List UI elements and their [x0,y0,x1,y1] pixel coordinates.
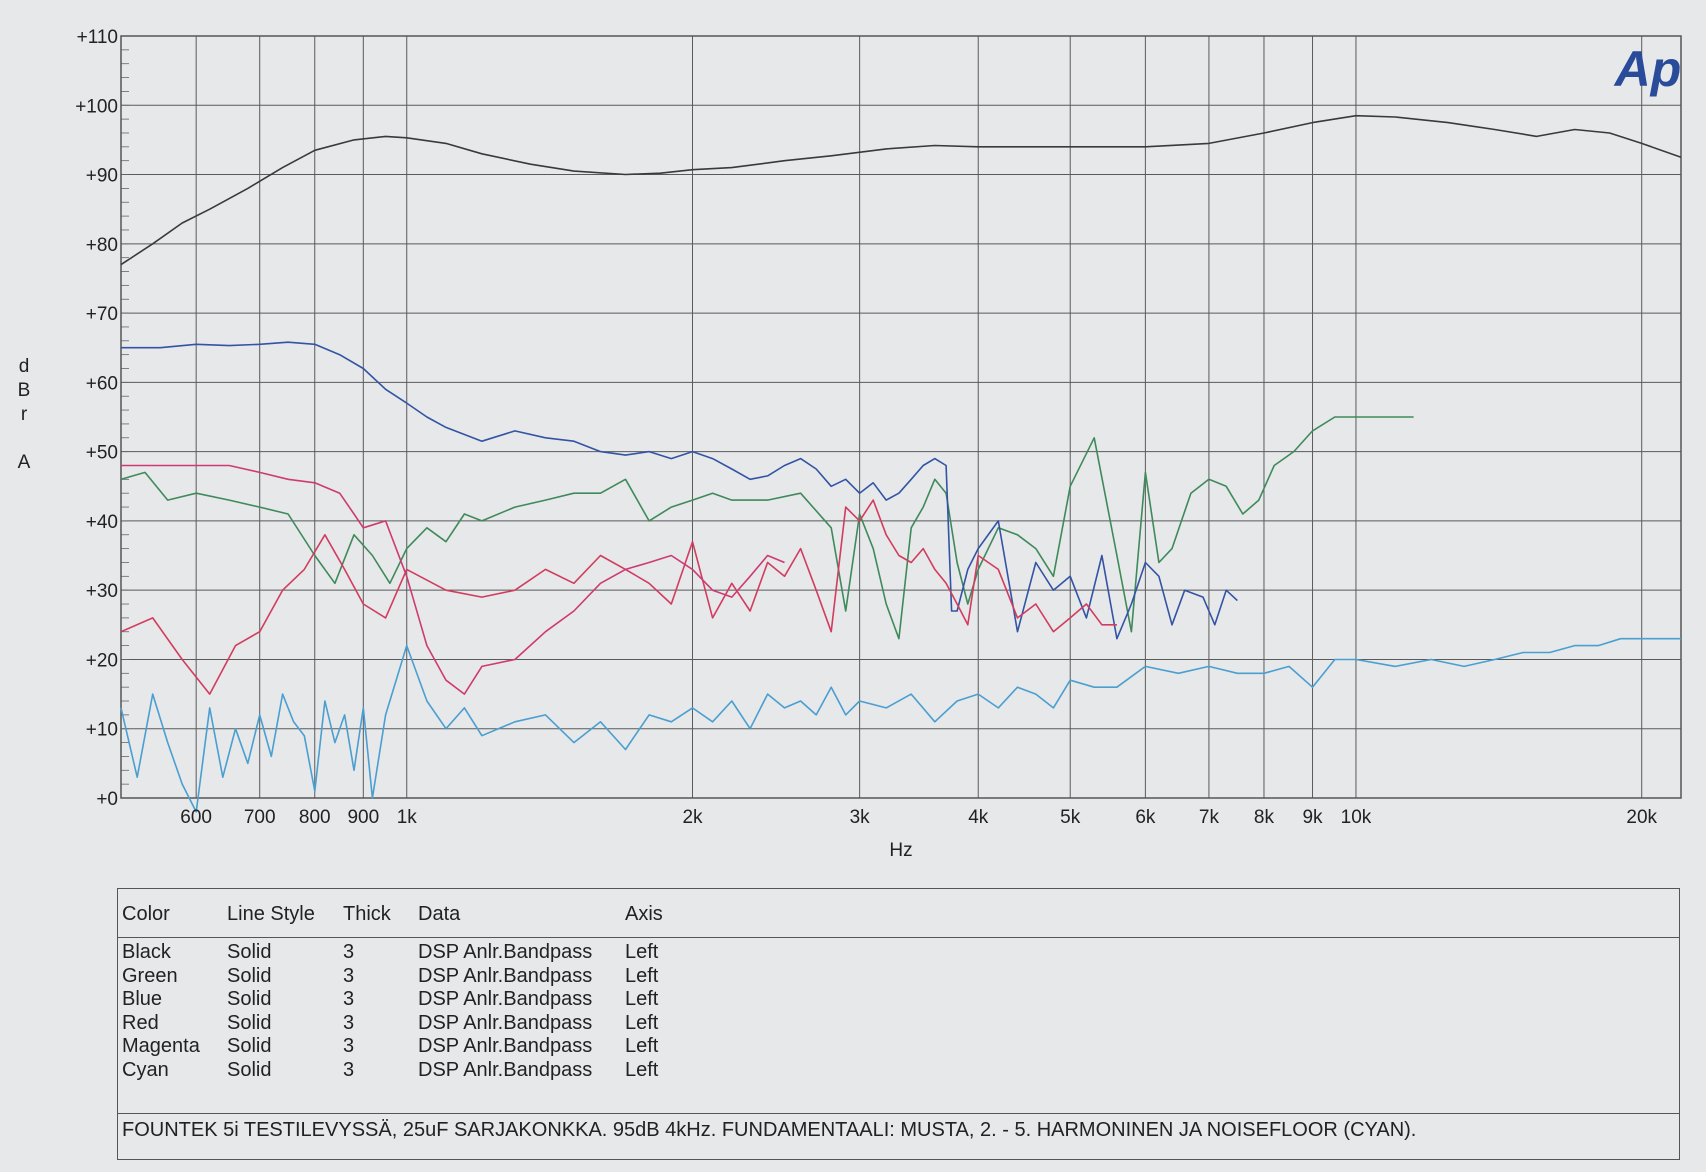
x-tick-label: 5k [1060,807,1081,828]
x-tick-label: 4k [968,807,989,828]
grid [121,35,1681,799]
y-tick-label: +80 [86,235,118,256]
legend-cell-color: Black [122,941,171,963]
legend-cell-color: Blue [122,988,163,1011]
legend-cell-style: Solid [227,1035,272,1058]
legend-cell-style: Solid [227,964,272,987]
y-tick-label: +10 [86,720,118,741]
x-axis-label: Hz [889,840,912,861]
x-tick-label: 10k [1341,807,1372,828]
x-tick-label: 600 [180,807,212,828]
series-line-red [120,499,1117,695]
legend-divider [118,937,1679,938]
series-line-cyan [120,637,1681,813]
legend-cell-data: DSP Anlr.Bandpass [418,1058,593,1081]
legend-cell-data: DSP Anlr.Bandpass [418,941,593,963]
legend-cell-data: DSP Anlr.Bandpass [418,964,593,987]
x-tick-label: 1k [397,807,418,828]
legend-cell-thick: 3 [343,964,355,987]
legend-cell-thick: 3 [343,988,355,1011]
legend-cell-color: Cyan [122,1058,169,1081]
y-axis-label-char: B [18,380,31,401]
x-tick-label: 7k [1199,807,1220,828]
legend-cell-color: Green [122,964,178,987]
legend-cell-style: Solid [227,988,272,1011]
x-tick-label: 6k [1135,807,1156,828]
series-line-blue [121,341,1238,640]
legend-row: Red Solid 3 DSP Anlr.Bandpass Left [118,1012,1679,1036]
y-axis-label-char: r [21,404,28,425]
x-tick-label: 2k [682,807,703,828]
y-tick-label: +60 [86,373,118,394]
legend-header-row: Color Line Style Thick Data Axis [118,897,1679,937]
x-tick-label: 800 [299,807,331,828]
ap-logo: Ap [1613,41,1682,97]
legend-cell-axis: Left [625,941,659,963]
legend-note-divider [118,1113,1679,1114]
legend-cell-data: DSP Anlr.Bandpass [418,988,593,1011]
legend-row: Magenta Solid 3 DSP Anlr.Bandpass Left [118,1035,1679,1059]
series-line-magenta [121,464,785,695]
y-tick-label: +40 [86,512,118,533]
legend-cell-axis: Left [625,1035,659,1058]
legend-header-thick: Thick [343,903,391,925]
y-axis-ticks: +0 +10 +20 +30 +40 +50 +60 +70 +80 +90 +100 +110 [75,27,118,810]
legend-cell-axis: Left [625,1011,659,1034]
y-axis-label: dBr A [18,356,31,473]
plot-area [120,35,1682,799]
x-tick-label: 3k [850,807,871,828]
y-tick-label: +50 [86,443,118,464]
y-tick-label: +110 [77,27,118,48]
y-axis-label-char: A [18,452,31,473]
legend-header-style: Line Style [227,903,315,925]
y-tick-label: +30 [86,581,118,602]
legend-cell-color: Red [122,1011,159,1034]
series-group [120,114,1682,813]
legend-cell-axis: Left [625,1058,659,1081]
legend-row: Green Solid 3 DSP Anlr.Bandpass Left [118,965,1679,989]
legend-cell-thick: 3 [343,1035,355,1058]
legend-cell-data: DSP Anlr.Bandpass [418,1011,593,1034]
y-axis-label-char: d [19,356,30,377]
legend-cell-axis: Left [625,964,659,987]
legend-header-axis: Axis [625,903,663,925]
legend-row: Blue Solid 3 DSP Anlr.Bandpass Left [118,988,1679,1012]
legend-table: Color Line Style Thick Data Axis Black So… [117,888,1680,1160]
y-tick-label: +20 [86,650,118,671]
x-tick-label: 20k [1626,807,1657,828]
y-tick-label: +90 [86,166,118,187]
legend-note: FOUNTEK 5i TESTILEVYSSÄ, 25uF SARJAKONKK… [122,1119,1417,1141]
x-tick-label: 700 [244,807,276,828]
legend-cell-thick: 3 [343,1058,355,1081]
legend-cell-axis: Left [625,988,659,1011]
y-tick-label: +70 [86,304,118,325]
legend-header-data: Data [418,903,461,925]
x-axis-ticks: 600 700 800 900 1k 2k 3k 4k 5k 6k 7k 8k 9k 10k 20k [180,807,1657,828]
x-tick-label: 900 [347,807,379,828]
y-tick-label: +0 [96,789,118,810]
legend-cell-thick: 3 [343,1011,355,1034]
legend-cell-color: Magenta [122,1035,200,1058]
legend-row: Cyan Solid 3 DSP Anlr.Bandpass Left [118,1059,1679,1083]
legend-cell-style: Solid [227,1058,272,1081]
series-line-green [120,416,1414,640]
legend-cell-thick: 3 [343,941,355,963]
y-tick-label: +100 [75,96,118,117]
legend-cell-style: Solid [227,1011,272,1034]
legend-cell-data: DSP Anlr.Bandpass [418,1035,593,1058]
legend-row: Black Solid 3 DSP Anlr.Bandpass Left [118,941,1679,965]
series-line-black [120,114,1682,266]
x-tick-label: 9k [1302,807,1323,828]
legend-header-color: Color [122,903,170,925]
legend-rows: Black Solid 3 DSP Anlr.Bandpass Left Green Sol… [118,941,1679,1083]
legend-cell-style: Solid [227,941,272,963]
x-tick-label: 8k [1254,807,1275,828]
